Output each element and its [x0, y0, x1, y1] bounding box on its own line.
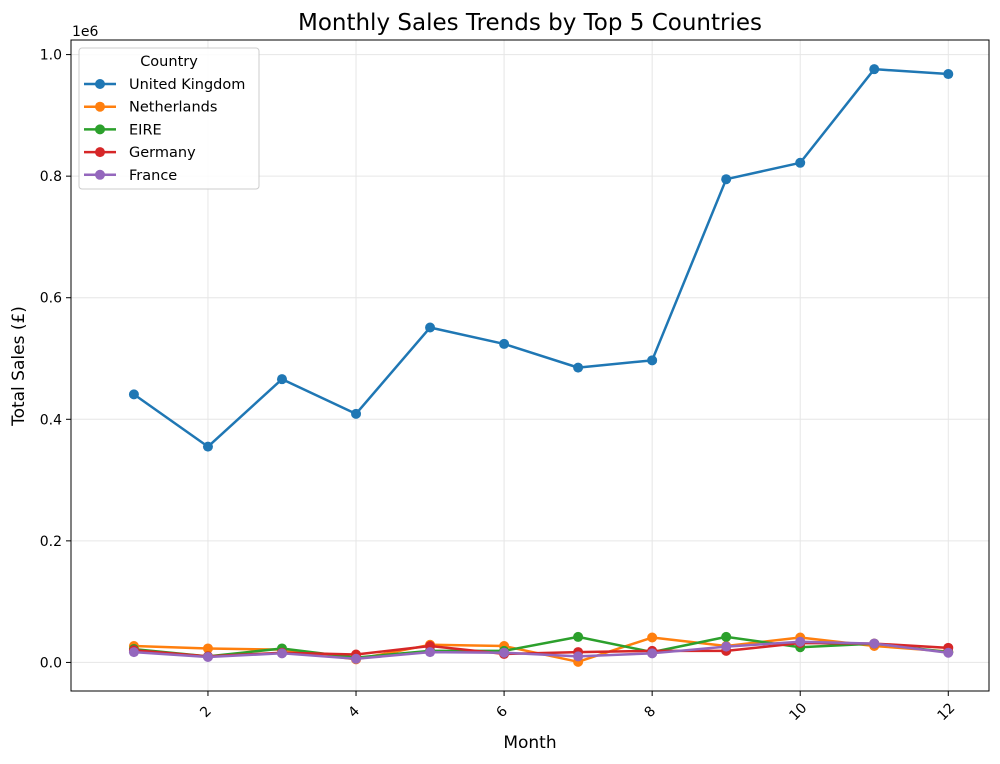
series-united-kingdom [128, 64, 954, 452]
data-point-france [499, 647, 510, 658]
data-point-united-kingdom [721, 174, 732, 185]
series-line-france [133, 640, 949, 661]
data-point-united-kingdom [573, 362, 584, 373]
series-line-eire [133, 635, 949, 659]
y-tick-label: 0.4 [40, 412, 62, 428]
data-point-united-kingdom [276, 374, 287, 385]
data-point-united-kingdom [425, 322, 436, 333]
data-point-united-kingdom [943, 69, 954, 80]
y-tick-label: 0.2 [40, 534, 62, 550]
x-tick-label: 6 [493, 703, 511, 721]
legend-swatch-marker [95, 79, 105, 89]
y-axis-offset-label: 1e6 [72, 24, 99, 40]
legend-entry-france: France [84, 168, 177, 184]
y-axis-ticks: 0.0 0.2 0.4 0.6 0.8 1.0 [40, 48, 71, 671]
series-line-united-kingdom [133, 67, 949, 448]
data-point-france [425, 647, 436, 658]
legend-entry-germany: Germany [84, 145, 196, 161]
data-point-france [276, 648, 287, 659]
legend-title: Country [140, 54, 198, 70]
data-point-france [351, 653, 362, 664]
series-france [128, 636, 954, 664]
legend-label: United Kingdom [129, 77, 245, 93]
legend-swatch-marker [95, 101, 105, 112]
series-lines [128, 64, 954, 667]
x-tick-label: 4 [345, 703, 363, 721]
data-point-france [647, 648, 658, 659]
legend-label: Netherlands [129, 100, 217, 116]
legend-label: France [129, 168, 177, 184]
y-axis-label: Total Sales (£) [9, 306, 29, 427]
x-axis-ticks: 2 4 6 8 10 12 [197, 691, 958, 724]
legend-swatch-marker [95, 124, 105, 135]
legend-entry-united-kingdom: United Kingdom [84, 77, 245, 93]
legend-swatch-marker [95, 147, 105, 158]
legend-swatch-marker [95, 169, 105, 180]
data-point-france [943, 647, 954, 658]
data-point-united-kingdom [351, 408, 362, 419]
data-point-france [795, 636, 806, 647]
y-tick-label: 0.8 [40, 169, 62, 185]
data-point-france [721, 641, 732, 652]
y-tick-label: 1.0 [40, 48, 62, 64]
series-netherlands [128, 632, 954, 667]
x-tick-label: 12 [934, 700, 958, 724]
data-point-netherlands [647, 632, 658, 643]
data-point-united-kingdom [647, 355, 658, 366]
series-eire [128, 631, 954, 663]
data-point-united-kingdom [499, 338, 510, 349]
legend: Country United Kingdom Netherlands EIRE Ger… [78, 47, 260, 190]
x-tick-label: 10 [786, 700, 810, 724]
data-point-france [202, 651, 213, 662]
y-tick-label: 0.6 [40, 291, 62, 307]
data-point-france [573, 651, 584, 662]
data-point-united-kingdom [128, 389, 139, 400]
x-tick-label: 2 [197, 703, 215, 721]
data-point-united-kingdom [795, 157, 806, 168]
data-point-france [869, 638, 880, 649]
data-point-united-kingdom [869, 64, 880, 75]
x-axis-label: Month [503, 733, 556, 753]
chart-title: Monthly Sales Trends by Top 5 Countries [298, 10, 762, 36]
legend-label: Germany [129, 145, 196, 161]
data-point-france [128, 647, 139, 658]
data-point-united-kingdom [202, 441, 213, 452]
data-point-netherlands [202, 643, 213, 654]
legend-box [78, 47, 260, 190]
legend-entry-netherlands: Netherlands [84, 100, 217, 116]
data-point-eire [573, 631, 584, 642]
plot-frame [70, 39, 990, 692]
legend-entry-eire: EIRE [84, 122, 162, 138]
y-tick-label: 0.0 [40, 655, 62, 671]
legend-entries: United Kingdom Netherlands EIRE Germany Fran… [84, 77, 245, 184]
legend-label: EIRE [129, 122, 162, 138]
x-tick-label: 8 [642, 703, 660, 721]
data-point-eire [721, 631, 732, 642]
